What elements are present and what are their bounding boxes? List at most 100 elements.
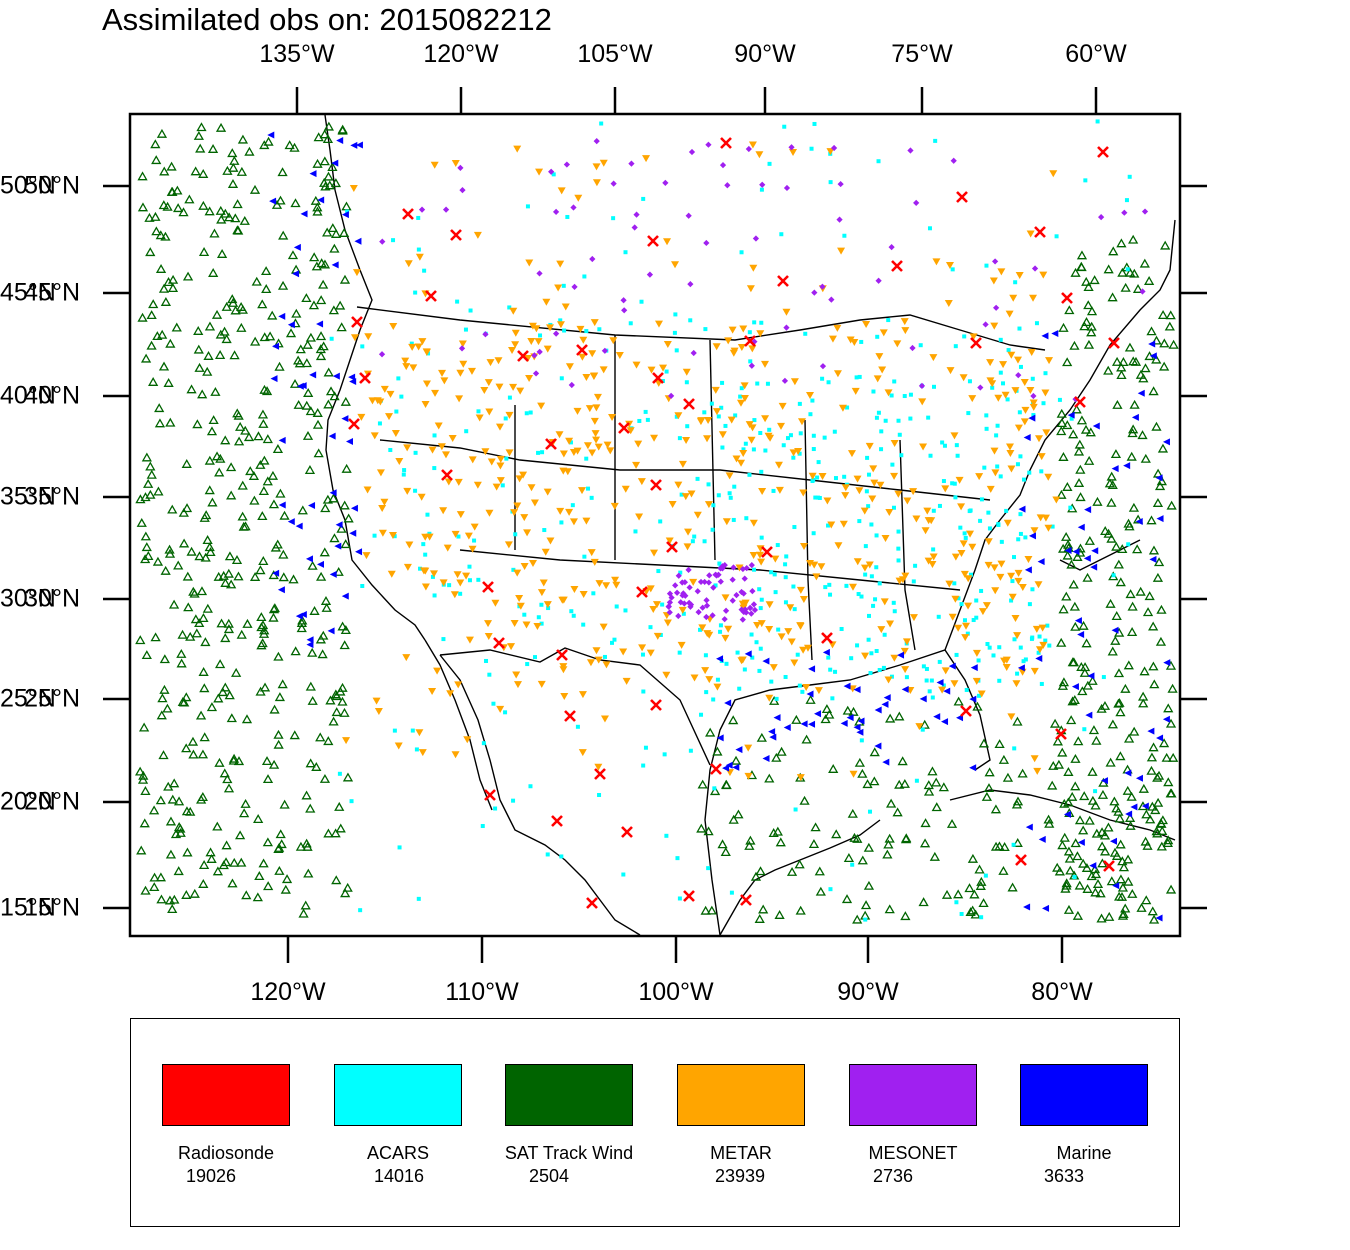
metar-marker bbox=[954, 624, 963, 632]
legend: Radiosonde 19026 ACARS 14016 SAT Track Wind 2… bbox=[130, 1018, 1180, 1227]
sat-track-wind-marker bbox=[1106, 497, 1117, 507]
metar-marker bbox=[1021, 406, 1030, 414]
mesonet-marker bbox=[750, 601, 758, 608]
mesonet-marker bbox=[701, 578, 708, 586]
marine-marker bbox=[1089, 862, 1097, 870]
acars-marker bbox=[984, 263, 989, 268]
acars-marker bbox=[1018, 645, 1023, 650]
sat-track-wind-marker bbox=[233, 756, 245, 766]
acars-marker bbox=[677, 436, 682, 441]
metar-marker bbox=[513, 502, 522, 510]
acars-marker bbox=[468, 308, 473, 313]
metar-marker bbox=[697, 417, 706, 425]
sat-track-wind-marker bbox=[319, 547, 330, 557]
radiosonde-marker bbox=[666, 541, 678, 553]
metar-marker bbox=[421, 583, 430, 591]
metar-marker bbox=[583, 442, 592, 450]
legend-swatch bbox=[849, 1064, 977, 1126]
sat-track-wind-marker bbox=[1104, 911, 1115, 921]
metar-marker bbox=[682, 368, 691, 376]
acars-marker bbox=[865, 455, 870, 460]
metar-marker bbox=[789, 149, 798, 157]
acars-marker bbox=[1018, 454, 1023, 459]
sat-track-wind-marker bbox=[312, 206, 323, 216]
sat-track-wind-marker bbox=[237, 511, 248, 521]
acars-marker bbox=[984, 413, 989, 418]
sat-track-wind-marker bbox=[1154, 481, 1166, 491]
sat-track-wind-marker bbox=[273, 651, 284, 661]
us-mexico-border bbox=[439, 647, 711, 766]
sat-track-wind-marker bbox=[168, 599, 180, 609]
metar-marker bbox=[475, 414, 484, 422]
radiosonde-marker bbox=[744, 335, 756, 347]
sat-track-wind-marker bbox=[218, 570, 229, 580]
acars-marker bbox=[729, 890, 734, 895]
acars-marker bbox=[896, 529, 901, 534]
acars-marker bbox=[828, 667, 833, 672]
acars-marker bbox=[396, 376, 401, 381]
radiosonde-marker bbox=[683, 398, 695, 410]
sat-track-wind-marker bbox=[1123, 876, 1134, 886]
metar-marker bbox=[579, 336, 588, 344]
marine-marker bbox=[278, 312, 286, 320]
acars-marker bbox=[866, 504, 871, 509]
metar-marker bbox=[711, 386, 720, 394]
sat-track-wind-marker bbox=[206, 702, 218, 712]
metar-marker bbox=[448, 434, 457, 442]
metar-marker bbox=[389, 323, 398, 331]
sat-track-wind-marker bbox=[235, 301, 247, 311]
acars-marker bbox=[738, 394, 743, 399]
acars-marker bbox=[542, 528, 547, 533]
marine-marker bbox=[1100, 777, 1108, 785]
metar-marker bbox=[370, 432, 379, 440]
sat-track-wind-marker bbox=[140, 531, 151, 541]
metar-marker bbox=[728, 326, 737, 334]
mesonet-marker bbox=[913, 199, 920, 206]
metar-marker bbox=[402, 654, 411, 662]
sat-track-wind-marker bbox=[141, 452, 152, 462]
mesonet-marker bbox=[681, 600, 688, 607]
sat-track-wind-marker bbox=[1061, 880, 1072, 890]
sat-track-wind-marker bbox=[233, 436, 245, 446]
sat-track-wind-marker bbox=[155, 264, 167, 273]
marine-marker bbox=[933, 713, 941, 721]
sat-track-wind-marker bbox=[329, 533, 340, 543]
sat-track-wind-marker bbox=[1052, 862, 1063, 872]
acars-marker bbox=[827, 582, 832, 587]
top-lon-label: 135°W bbox=[259, 40, 335, 68]
sat-track-wind-marker bbox=[1087, 675, 1098, 685]
sat-track-wind-marker bbox=[277, 679, 288, 689]
metar-marker bbox=[1052, 496, 1061, 504]
sat-track-wind-marker bbox=[1067, 657, 1078, 667]
acars-marker bbox=[749, 632, 754, 637]
metar-marker bbox=[429, 570, 438, 578]
acars-marker bbox=[731, 517, 736, 522]
metar-marker bbox=[755, 551, 764, 559]
sat-track-wind-marker bbox=[1109, 796, 1120, 806]
acars-marker bbox=[536, 615, 541, 620]
metar-marker bbox=[417, 493, 426, 501]
acars-marker bbox=[1127, 174, 1132, 179]
metar-marker bbox=[704, 501, 713, 509]
acars-marker bbox=[690, 539, 695, 544]
acars-marker bbox=[568, 440, 573, 445]
metar-marker bbox=[978, 608, 987, 616]
marine-marker bbox=[1087, 672, 1095, 680]
radiosonde-marker bbox=[1097, 146, 1109, 158]
sat-track-wind-marker bbox=[1127, 428, 1138, 438]
acars-marker bbox=[950, 481, 955, 486]
metar-marker bbox=[868, 495, 877, 503]
metar-marker bbox=[698, 624, 707, 632]
sat-track-wind-marker bbox=[330, 178, 342, 188]
sat-track-wind-marker bbox=[1144, 591, 1155, 601]
metar-marker bbox=[1041, 514, 1050, 522]
marine-marker bbox=[1155, 474, 1163, 482]
acars-marker bbox=[1126, 542, 1131, 547]
acars-marker bbox=[1082, 727, 1087, 732]
sat-track-wind-marker bbox=[220, 435, 231, 445]
metar-marker bbox=[438, 369, 447, 377]
radiosonde-marker bbox=[556, 649, 568, 661]
sat-track-wind-marker bbox=[841, 894, 853, 904]
mesonet-marker bbox=[836, 216, 843, 223]
sat-track-wind-marker bbox=[965, 907, 976, 917]
